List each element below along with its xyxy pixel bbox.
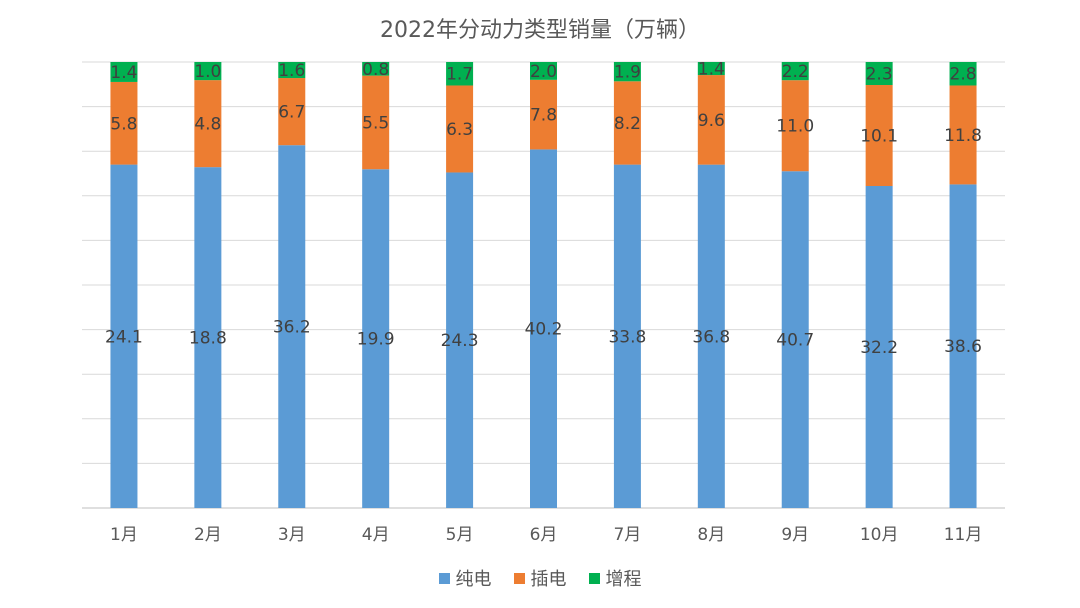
data-label-erev-4: 0.8 [362,60,389,80]
bar-segment-phev-4 [362,75,390,170]
data-label-bev-11: 38.6 [944,337,982,357]
bar-segment-erev-1 [110,62,138,82]
bar-segment-bev-8 [697,164,725,508]
bar-segment-erev-10 [865,62,893,85]
legend-swatch-phev [513,572,525,584]
chart-title: 2022年分动力类型销量（万辆） [380,18,700,43]
bar-segment-erev-4 [362,62,390,76]
data-label-phev-11: 11.8 [944,126,982,146]
x-tick-label: 8月 [697,525,725,545]
legend-label-bev: 纯电 [455,569,492,590]
bar-segment-phev-2 [194,80,222,168]
bar-segment-phev-1 [110,81,138,165]
data-label-phev-5: 6.3 [446,120,473,140]
data-label-bev-4: 19.9 [357,330,395,350]
x-tick-label: 1月 [110,525,138,545]
bar-segment-bev-1 [110,164,138,509]
data-label-phev-10: 10.1 [860,127,898,147]
legend-swatch-bev [438,572,450,584]
bar-segment-phev-6 [530,79,557,150]
bar-segment-bev-6 [530,149,557,508]
data-label-erev-8: 1.4 [698,60,725,80]
x-tick-label: 3月 [278,525,306,545]
data-label-erev-1: 1.4 [110,63,137,83]
bar-segment-phev-9 [781,80,809,172]
bar-segment-erev-9 [781,62,809,81]
data-label-erev-11: 2.8 [950,65,977,85]
x-tick-label: 10月 [860,525,899,545]
data-label-erev-3: 1.6 [278,61,305,81]
bar-segment-bev-10 [865,186,893,508]
data-label-erev-2: 1.0 [194,62,221,82]
bar-segment-phev-7 [613,81,641,165]
bar-segment-phev-11 [949,85,977,185]
bar-segment-erev-3 [278,62,306,79]
bar-segment-erev-2 [194,62,222,81]
data-label-phev-6: 7.8 [530,106,557,126]
data-label-phev-7: 8.2 [614,114,641,134]
x-tick-label: 6月 [530,525,558,545]
x-tick-label: 5月 [446,525,474,545]
legend-label-phev: 插电 [530,569,567,590]
data-label-phev-3: 6.7 [278,103,305,123]
bar-segment-bev-5 [446,172,474,508]
data-label-erev-10: 2.3 [866,65,893,85]
bar-segment-bev-7 [613,164,641,508]
bar-segment-erev-11 [949,62,977,86]
bar-segment-phev-8 [697,75,725,165]
bar-segment-bev-3 [278,145,306,508]
data-label-bev-1: 24.1 [105,327,143,347]
data-label-bev-9: 40.7 [776,331,814,351]
bar-segment-bev-2 [194,167,222,508]
data-label-phev-4: 5.5 [362,113,389,133]
bar-segment-phev-5 [446,85,474,173]
data-label-bev-10: 32.2 [860,338,898,358]
data-label-erev-6: 2.0 [530,62,557,82]
data-label-bev-8: 36.8 [692,327,730,347]
bar-segment-erev-6 [530,62,557,80]
bar-segment-erev-5 [446,62,474,86]
data-label-bev-6: 40.2 [525,320,563,340]
bar-segment-phev-10 [865,85,893,186]
bar-segment-bev-4 [362,169,390,509]
legend-item-erev: 增程 [588,565,642,591]
data-label-bev-3: 36.2 [273,318,311,338]
data-label-erev-9: 2.2 [782,62,809,82]
data-label-phev-9: 11.0 [776,117,814,137]
x-tick-label: 11月 [944,525,983,545]
data-label-bev-2: 18.8 [189,329,227,349]
data-label-phev-8: 9.6 [698,111,725,131]
bar-segment-erev-7 [613,62,641,82]
data-label-erev-5: 1.7 [446,65,473,85]
data-label-phev-2: 4.8 [194,115,221,135]
bar-segment-erev-8 [697,62,725,76]
data-label-bev-5: 24.3 [441,331,479,351]
legend-swatch-erev [588,572,600,584]
x-tick-label: 7月 [613,525,641,545]
bar-segment-phev-3 [278,78,306,146]
legend: 纯电 插电 增程 [0,565,1080,591]
x-tick-label: 4月 [362,525,390,545]
data-label-bev-7: 33.8 [608,327,646,347]
bar-segment-bev-9 [781,171,809,508]
legend-item-phev: 插电 [513,565,567,591]
x-tick-label: 9月 [781,525,809,545]
data-label-erev-7: 1.9 [614,63,641,83]
legend-item-bev: 纯电 [438,565,492,591]
legend-label-erev: 增程 [605,569,642,590]
data-label-phev-1: 5.8 [110,114,137,134]
bar-segment-bev-11 [949,184,977,508]
x-tick-label: 2月 [194,525,222,545]
